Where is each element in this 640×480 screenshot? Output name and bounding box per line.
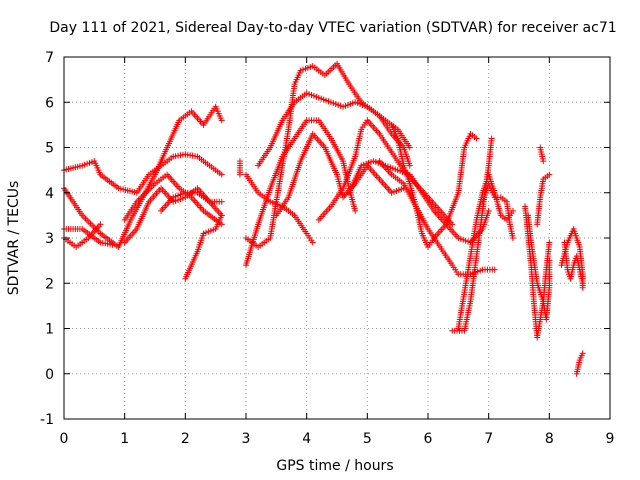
y-tick-labels: -1 0 1 2 3 4 5 6 7 [40,50,54,428]
y-tick-label: 2 [45,276,54,292]
data-point [485,207,492,214]
series-track-n [273,130,407,219]
data-point [488,135,495,142]
y-axis-label: SDTVAR / TECUs [6,181,22,296]
series-track-y [537,144,547,165]
data-point [546,257,553,264]
data-point [218,212,225,219]
data-point [218,117,225,124]
series-track-l [243,117,359,269]
series-track-q [388,121,480,251]
data-point [406,162,413,169]
data-point [109,241,116,248]
x-tick-label: 2 [181,431,190,447]
series-track-u [479,180,516,241]
series-track-i [236,158,243,178]
data-point [546,171,553,178]
data-point [406,144,413,151]
x-tick-labels: 0 1 2 3 4 5 6 7 8 9 [60,431,615,447]
y-tick-label: 6 [45,95,54,111]
data-point [218,198,225,205]
data-points [61,60,586,377]
x-tick-label: 6 [424,431,433,447]
series-track-d [61,221,104,251]
series-track-aa [561,239,586,287]
data-point [449,221,456,228]
x-tick-label: 8 [545,431,554,447]
y-tick-label: 0 [45,367,54,383]
x-tick-label: 7 [484,431,493,447]
y-tick-label: 4 [45,186,54,202]
series-track-a [61,151,225,196]
data-point [309,239,316,246]
data-point [509,235,516,241]
series-track-s [449,135,495,334]
series-track-x [534,171,553,228]
x-axis-label: GPS time / hours [276,458,393,474]
series-track-h [182,212,225,282]
x-tick-label: 9 [606,431,615,447]
series-track-p [346,158,492,246]
x-tick-label: 4 [302,431,311,447]
data-point [491,266,498,273]
data-point [540,158,547,165]
data-point [546,239,553,246]
x-tick-label: 0 [60,431,69,447]
chart-title: Day 111 of 2021, Sidereal Day-to-day VTE… [49,20,616,36]
series-track-c [61,225,116,248]
data-point [97,221,104,228]
x-tick-label: 5 [363,431,372,447]
series-track-m [255,90,413,169]
y-tick-label: 7 [45,50,54,66]
series-track-w [525,212,553,323]
grid [64,57,610,419]
x-tick-label: 1 [120,431,129,447]
data-point [218,171,225,178]
series-track-b [61,103,225,251]
y-tick-label: -1 [40,412,54,428]
y-tick-label: 1 [45,322,54,338]
y-tick-label: 5 [45,141,54,157]
data-point [579,350,586,357]
data-point [236,171,243,178]
series-track-r [376,158,498,278]
axis-ticks [63,56,611,420]
series-track-ab [573,350,586,377]
y-tick-label: 3 [45,231,54,247]
series-track-g [158,189,225,214]
data-point [579,280,586,287]
x-tick-label: 3 [242,431,251,447]
data-point [473,135,480,142]
data-point [352,207,359,214]
